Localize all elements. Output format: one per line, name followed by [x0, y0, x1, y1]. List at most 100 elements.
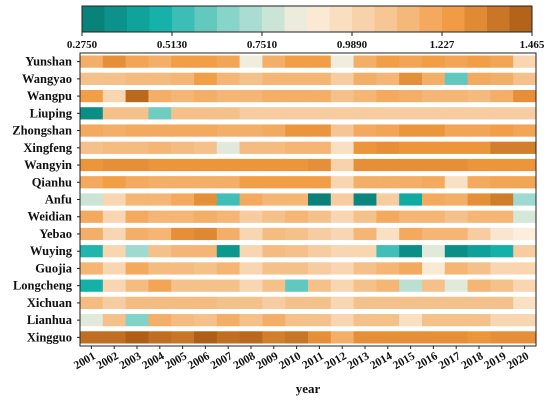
heatmap-cell — [353, 279, 377, 292]
heatmap-cell — [513, 331, 537, 344]
row-label: Lianhua — [27, 313, 73, 327]
heatmap-cell — [239, 89, 263, 103]
heatmap-cell — [444, 279, 468, 292]
heatmap-cell — [422, 176, 446, 189]
heatmap-cell — [490, 210, 514, 223]
heatmap-cell — [467, 245, 491, 258]
heatmap-cell — [399, 262, 423, 275]
heatmap-cell — [80, 331, 104, 344]
heatmap-cell — [422, 210, 446, 223]
heatmap-cell — [285, 245, 309, 258]
heatmap-cell — [490, 245, 514, 258]
heatmap-cell — [125, 176, 149, 189]
heatmap-cell — [194, 227, 218, 241]
heatmap-cell — [80, 55, 104, 68]
colorbar-block — [352, 6, 375, 32]
heatmap-cell — [467, 107, 491, 120]
heatmap-cell — [102, 331, 126, 344]
colorbar-tick-label: 0.7510 — [247, 39, 278, 51]
colorbar-block — [149, 6, 173, 32]
heatmap-cell — [194, 107, 218, 120]
heatmap-cell — [171, 193, 195, 206]
row-label: Xingfeng — [23, 141, 72, 155]
colorbar-block — [509, 6, 533, 32]
colorbar-tick-label: 0.5130 — [157, 39, 188, 51]
heatmap-cell — [376, 176, 400, 189]
heatmap-cell — [330, 141, 354, 154]
colorbar-block — [262, 6, 285, 32]
heatmap-cell — [467, 158, 491, 172]
heatmap-cell — [262, 314, 286, 327]
heatmap-cell — [262, 107, 286, 120]
heatmap-cell — [194, 279, 218, 292]
heatmap-cell — [148, 279, 172, 292]
heatmap-cell — [148, 331, 172, 344]
heatmap-cell — [262, 89, 286, 103]
heatmap-cell — [353, 89, 377, 103]
heatmap-cell — [376, 124, 400, 137]
heatmap-cell — [148, 158, 172, 172]
heatmap-cell — [216, 107, 240, 120]
heatmap-cell — [171, 245, 195, 258]
heatmap-cell — [80, 210, 104, 223]
heatmap-cell — [216, 55, 240, 68]
heatmap-cell — [216, 227, 240, 241]
heatmap-cell — [330, 227, 354, 241]
heatmap-cell — [490, 107, 514, 120]
heatmap-cell — [308, 245, 332, 258]
heatmap-cell — [444, 331, 468, 344]
heatmap-cell — [444, 141, 468, 154]
heatmap-cell — [171, 262, 195, 275]
heatmap-cell — [194, 141, 218, 154]
heatmap-cell — [285, 227, 309, 241]
colorbar-block — [217, 6, 240, 32]
heatmap-cell — [239, 262, 263, 275]
heatmap-cell — [194, 314, 218, 327]
heatmap-cell — [490, 331, 514, 344]
heatmap-cell — [216, 124, 240, 137]
heatmap-cell — [513, 193, 537, 206]
row-label: Yunshan — [25, 55, 72, 69]
heatmap-cell — [376, 193, 400, 206]
heatmap-cell — [376, 331, 400, 344]
heatmap-cell — [399, 72, 423, 85]
heatmap-cell — [330, 158, 354, 172]
heatmap-cell — [422, 262, 446, 275]
heatmap-cell — [376, 210, 400, 223]
heatmap-cell — [513, 107, 537, 120]
heatmap-cell — [444, 107, 468, 120]
heatmap-cell — [148, 314, 172, 327]
heatmap-cell — [444, 72, 468, 85]
heatmap-cell — [80, 227, 104, 241]
heatmap-cell — [330, 107, 354, 120]
heatmap-cell — [330, 314, 354, 327]
heatmap-cell — [125, 314, 149, 327]
heatmap-cell — [125, 107, 149, 120]
heatmap-cell — [239, 296, 263, 310]
heatmap-cell — [467, 296, 491, 310]
colorbar-block — [194, 6, 218, 32]
heatmap-cell — [444, 262, 468, 275]
heatmap-cell — [285, 262, 309, 275]
heatmap-cell — [171, 72, 195, 85]
heatmap-cell — [102, 55, 126, 68]
heatmap-cell — [467, 227, 491, 241]
heatmap-cell — [239, 124, 263, 137]
heatmap-cell — [285, 210, 309, 223]
heatmap-cell — [239, 193, 263, 206]
heatmap-cell — [285, 296, 309, 310]
heatmap-cell — [80, 158, 104, 172]
heatmap-cell — [399, 245, 423, 258]
heatmap-cell — [239, 245, 263, 258]
heatmap-cell — [353, 176, 377, 189]
heatmap-cell — [308, 124, 332, 137]
heatmap-cell — [330, 296, 354, 310]
heatmap-cell — [353, 107, 377, 120]
row-label: Longcheng — [13, 279, 73, 293]
row-label: Wangyin — [24, 158, 72, 172]
heatmap-cell — [285, 279, 309, 292]
heatmap-cell — [330, 72, 354, 85]
heatmap-cell — [216, 176, 240, 189]
heatmap-cell — [330, 89, 354, 103]
heatmap-cell — [102, 314, 126, 327]
